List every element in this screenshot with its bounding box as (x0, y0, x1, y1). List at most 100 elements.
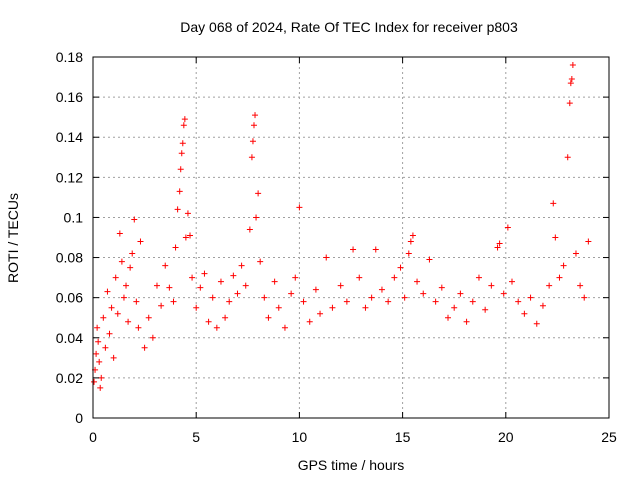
y-tick-label: 0 (75, 410, 83, 426)
data-point-marker (323, 254, 330, 261)
data-point-marker (246, 226, 253, 233)
data-point-marker (182, 234, 189, 241)
data-point-marker (125, 318, 132, 325)
data-point-marker (288, 290, 295, 297)
data-point-marker (457, 290, 464, 297)
data-point-marker (127, 264, 134, 271)
data-point-marker (100, 314, 107, 321)
data-point-marker (296, 204, 303, 211)
data-point-marker (250, 122, 257, 129)
data-point-marker (362, 304, 369, 311)
data-point-marker (114, 310, 121, 317)
x-tick-label: 15 (395, 429, 411, 445)
data-point-marker (234, 290, 241, 297)
data-point-marker (533, 320, 540, 327)
data-point-marker (93, 350, 100, 357)
y-tick-label: 0.16 (56, 89, 83, 105)
data-point-marker (577, 282, 584, 289)
data-point-marker (378, 286, 385, 293)
data-point-marker (292, 274, 299, 281)
data-point-marker (420, 290, 427, 297)
data-point-marker (112, 274, 119, 281)
data-point-marker (271, 278, 278, 285)
data-point-marker (488, 282, 495, 289)
data-point-marker (306, 318, 313, 325)
data-point-marker (475, 274, 482, 281)
y-tick-label: 0.1 (64, 209, 84, 225)
data-point-marker (550, 200, 557, 207)
data-point-marker (230, 272, 237, 279)
data-point-marker (184, 210, 191, 217)
data-point-marker (451, 304, 458, 311)
data-point-marker (426, 256, 433, 263)
data-point-marker (329, 304, 336, 311)
data-point-marker (255, 190, 262, 197)
data-point-marker (281, 324, 288, 331)
y-axis-label: ROTI / TECUs (5, 193, 21, 283)
x-tick-label: 10 (292, 429, 308, 445)
data-point-marker (133, 298, 140, 305)
data-point-marker (176, 188, 183, 195)
data-point-marker (118, 258, 125, 265)
data-point-marker (248, 154, 255, 161)
data-point-marker (539, 302, 546, 309)
data-point-marker (567, 80, 574, 87)
data-point-marker (226, 298, 233, 305)
data-point-marker (213, 324, 220, 331)
data-point-marker (432, 298, 439, 305)
x-axis-label: GPS time / hours (298, 457, 405, 473)
data-point-marker (257, 258, 264, 265)
y-tick-label: 0.04 (56, 330, 83, 346)
chart-title: Day 068 of 2024, Rate Of TEC Index for r… (180, 19, 518, 35)
data-point-marker (312, 286, 319, 293)
data-point-marker (94, 324, 101, 331)
data-point-marker (123, 282, 130, 289)
data-point-marker (102, 344, 109, 351)
data-point-marker (162, 262, 169, 269)
data-point-marker (572, 250, 579, 257)
data-point-marker (569, 62, 576, 69)
data-point-marker (177, 166, 184, 173)
x-tick-label: 0 (89, 429, 97, 445)
data-point-marker (568, 76, 575, 83)
data-point-marker (372, 246, 379, 253)
data-point-marker (98, 374, 105, 381)
data-point-marker (504, 224, 511, 231)
data-point-marker (566, 100, 573, 107)
data-point-marker (585, 238, 592, 245)
data-point-marker (153, 282, 160, 289)
x-tick-label: 20 (498, 429, 514, 445)
data-point-marker (116, 230, 123, 237)
data-point-marker (201, 270, 208, 277)
data-point-marker (108, 304, 115, 311)
data-point-marker (252, 112, 259, 119)
data-point-marker (137, 238, 144, 245)
data-point-marker (174, 206, 181, 213)
data-points (91, 62, 592, 391)
data-point-marker (552, 234, 559, 241)
data-point-marker (209, 294, 216, 301)
data-point-marker (110, 354, 117, 361)
data-point-marker (95, 338, 102, 345)
data-point-marker (546, 282, 553, 289)
data-point-marker (515, 298, 522, 305)
data-point-marker (401, 294, 408, 301)
data-point-marker (217, 278, 224, 285)
data-point-marker (356, 274, 363, 281)
data-point-marker (193, 304, 200, 311)
data-point-marker (189, 274, 196, 281)
data-point-marker (300, 298, 307, 305)
data-point-marker (238, 262, 245, 269)
data-point-marker (414, 278, 421, 285)
data-point-marker (96, 358, 103, 365)
data-point-marker (170, 298, 177, 305)
data-point-marker (141, 344, 148, 351)
x-tick-label: 5 (192, 429, 200, 445)
data-point-marker (469, 298, 476, 305)
data-point-marker (275, 304, 282, 311)
data-point-marker (407, 238, 414, 245)
data-point-marker (187, 232, 194, 239)
data-point-marker (581, 294, 588, 301)
y-tick-label: 0.18 (56, 49, 83, 65)
